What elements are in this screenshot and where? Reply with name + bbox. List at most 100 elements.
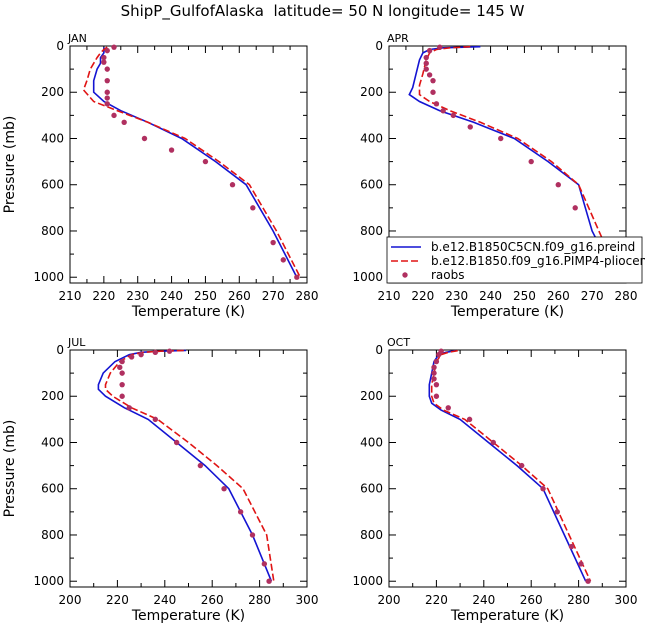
x-tick-label: 250 bbox=[513, 289, 536, 303]
raobs-point bbox=[202, 158, 209, 165]
raobs-point bbox=[431, 364, 437, 371]
y-tick-label: 1000 bbox=[352, 574, 383, 588]
x-tick-label: 240 bbox=[153, 593, 176, 607]
y-tick-label: 400 bbox=[41, 435, 64, 449]
x-axis-label: Temperature (K) bbox=[131, 608, 245, 624]
raobs-point bbox=[436, 351, 442, 358]
raobs-point bbox=[490, 439, 496, 446]
y-tick-label: 600 bbox=[41, 482, 64, 496]
raobs-point bbox=[221, 486, 227, 492]
y-tick-label: 200 bbox=[41, 389, 64, 403]
y-axis-label: Pressure (mb) bbox=[2, 116, 18, 214]
raobs-point bbox=[168, 147, 175, 153]
raobs-point bbox=[197, 462, 204, 469]
raobs-point bbox=[249, 532, 256, 538]
raobs-point bbox=[423, 66, 429, 72]
raobs-point bbox=[437, 44, 443, 50]
panel-apr: 210 220 230 240 250 260 270 280 0 200 400 600 800 100… bbox=[352, 32, 637, 320]
x-tick-label: 300 bbox=[615, 593, 638, 607]
x-tick-label: 280 bbox=[248, 593, 271, 607]
raobs-point bbox=[433, 101, 440, 107]
y-tick-label: 0 bbox=[375, 39, 383, 53]
y-tick-label: 600 bbox=[360, 178, 383, 192]
y-tick-label: 400 bbox=[360, 131, 383, 145]
raobs-point bbox=[519, 462, 525, 469]
pliocene-series-line bbox=[418, 45, 620, 278]
y-tick-label: 800 bbox=[41, 224, 64, 238]
raobs-point bbox=[294, 274, 300, 280]
x-tick-label: 260 bbox=[520, 593, 543, 607]
raobs-point bbox=[568, 543, 575, 550]
y-tick-label: 200 bbox=[360, 389, 383, 403]
panel-label: JAN bbox=[67, 32, 87, 45]
raobs-point bbox=[119, 358, 125, 365]
y-tick-label: 200 bbox=[41, 85, 64, 99]
raobs-point bbox=[237, 509, 244, 515]
raobs-point bbox=[578, 561, 584, 567]
raobs-point bbox=[138, 351, 144, 358]
raobs-point bbox=[423, 60, 429, 67]
x-tick-label: 210 bbox=[59, 289, 82, 303]
raobs-point bbox=[466, 416, 473, 423]
raobs-point bbox=[104, 66, 110, 72]
raobs-point bbox=[119, 381, 125, 388]
raobs-point bbox=[498, 135, 504, 142]
raobs-point bbox=[270, 239, 276, 246]
raobs-point bbox=[280, 257, 286, 263]
raobs-point bbox=[104, 77, 110, 84]
panel-jul: 200 220 240 260 280 300 0 200 400 600 800 1000 Tempe… bbox=[2, 336, 318, 624]
raobs-point bbox=[121, 119, 127, 126]
raobs-point bbox=[119, 370, 125, 376]
raobs-point bbox=[430, 89, 436, 95]
x-tick-label: 220 bbox=[92, 289, 115, 303]
x-tick-label: 260 bbox=[228, 289, 251, 303]
x-tick-label: 280 bbox=[567, 593, 590, 607]
panel-oct: 200 220 240 260 280 300 0 200 400 600 800 1000 Tempe… bbox=[352, 336, 637, 624]
raobs-point bbox=[119, 393, 125, 399]
y-tick-label: 0 bbox=[56, 343, 64, 357]
x-tick-label: 200 bbox=[59, 593, 82, 607]
legend-entry-label: raobs bbox=[431, 268, 465, 282]
pliocene-series-line bbox=[430, 349, 592, 582]
raobs-point bbox=[128, 354, 135, 360]
x-tick-label: 230 bbox=[445, 289, 468, 303]
raobs-point bbox=[431, 376, 437, 382]
panel-label: OCT bbox=[387, 336, 410, 349]
raobs-point bbox=[423, 54, 429, 61]
y-tick-label: 1000 bbox=[352, 270, 383, 284]
legend-raobs-dot bbox=[402, 272, 408, 278]
preind-series-line bbox=[428, 349, 587, 582]
legend-entry-label: b.e12.B1850C5CN.f09_g16.preind bbox=[431, 240, 635, 254]
raobs-point bbox=[152, 416, 159, 423]
raobs-point bbox=[229, 182, 236, 188]
raobs-point bbox=[126, 405, 132, 411]
legend-box bbox=[386, 236, 643, 284]
x-tick-label: 280 bbox=[296, 289, 319, 303]
raobs-point bbox=[104, 89, 110, 95]
y-tick-label: 0 bbox=[56, 39, 64, 53]
x-tick-label: 300 bbox=[296, 593, 319, 607]
x-axis-label: Temperature (K) bbox=[450, 608, 564, 624]
x-tick-label: 260 bbox=[201, 593, 224, 607]
y-tick-label: 200 bbox=[360, 85, 383, 99]
raobs-point bbox=[261, 561, 268, 567]
raobs-point bbox=[166, 348, 173, 354]
y-tick-label: 600 bbox=[41, 178, 64, 192]
raobs-point bbox=[430, 77, 436, 84]
preind-series-line bbox=[92, 47, 298, 278]
plot-frame bbox=[388, 349, 627, 588]
legend-entry-label: b.e12.B1850.f09_g16.PIMP4-pliocene bbox=[431, 254, 645, 268]
raobs-point bbox=[585, 578, 591, 584]
raobs-point bbox=[111, 44, 117, 50]
panel-jan: 210 220 230 240 250 260 270 280 0 200 400 600 800 100… bbox=[2, 32, 318, 320]
raobs-point bbox=[555, 182, 561, 188]
preind-series-line bbox=[408, 45, 617, 278]
x-tick-label: 260 bbox=[547, 289, 570, 303]
raobs-point bbox=[433, 381, 440, 388]
raobs-point bbox=[141, 135, 148, 142]
legend: b.e12.B1850C5CN.f09_g16.preindb.e12.B185… bbox=[386, 236, 645, 284]
x-axis-label: Temperature (K) bbox=[131, 304, 245, 320]
x-tick-label: 270 bbox=[581, 289, 604, 303]
panel-label: APR bbox=[387, 32, 409, 45]
